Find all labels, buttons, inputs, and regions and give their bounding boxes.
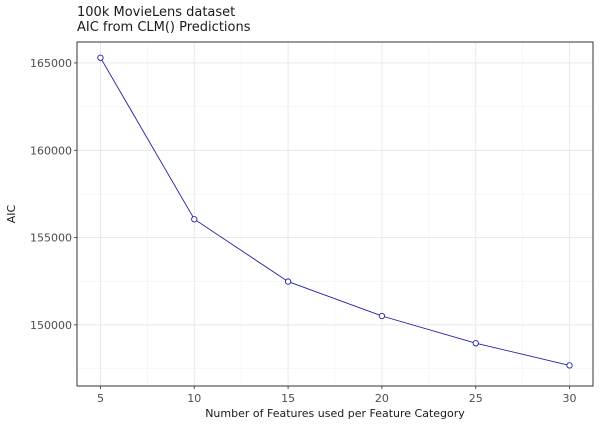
data-point [566,362,573,369]
y-tick-label: 150000 [30,319,72,332]
series-line [100,57,570,366]
x-axis-ticks: 5 10 15 20 25 30 [97,386,577,405]
y-axis-ticks: 150000 155000 160000 165000 [30,57,77,332]
data-point [97,54,104,61]
chart-title: 100k MovieLens dataset [77,5,236,20]
plot-panel-border [76,41,594,387]
data-point [191,216,198,223]
data-point [284,278,292,285]
x-tick-label: 20 [375,392,389,405]
y-axis-title: AIC [5,204,18,223]
major-gridlines [77,42,593,386]
x-tick-label: 15 [281,392,295,405]
x-tick-label: 25 [469,392,483,405]
minor-gridlines [77,42,593,386]
data-point [472,340,479,347]
y-tick-label: 160000 [30,144,72,157]
x-axis-title: Number of Features used per Feature Cate… [205,407,465,420]
x-tick-label: 30 [563,392,577,405]
y-tick-label: 155000 [30,232,72,245]
x-tick-label: 10 [187,392,201,405]
data-point [378,312,386,320]
y-tick-label: 165000 [30,57,72,70]
series-markers [97,54,573,369]
chart-subtitle: AIC from CLM() Predictions [77,20,251,35]
x-tick-label: 5 [97,392,104,405]
chart-title-block: 100k MovieLens dataset AIC from CLM() Pr… [77,5,251,35]
